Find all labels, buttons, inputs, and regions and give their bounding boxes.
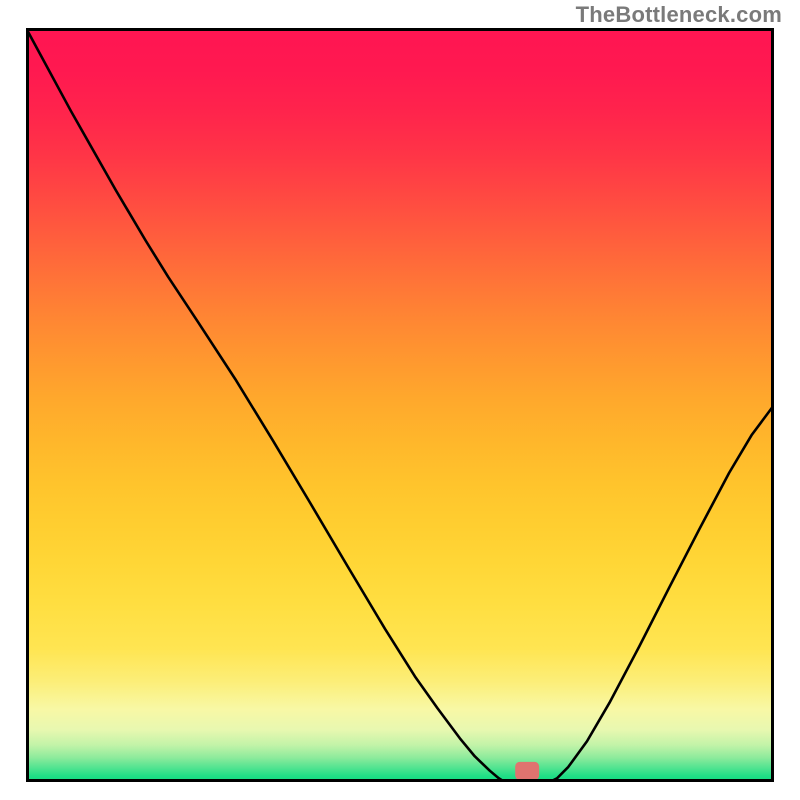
bottleneck-chart [26,28,774,782]
chart-canvas: TheBottleneck.com [0,0,800,800]
watermark-label: TheBottleneck.com [576,2,782,28]
plot-background [28,30,773,781]
optimal-point-marker [515,762,539,780]
